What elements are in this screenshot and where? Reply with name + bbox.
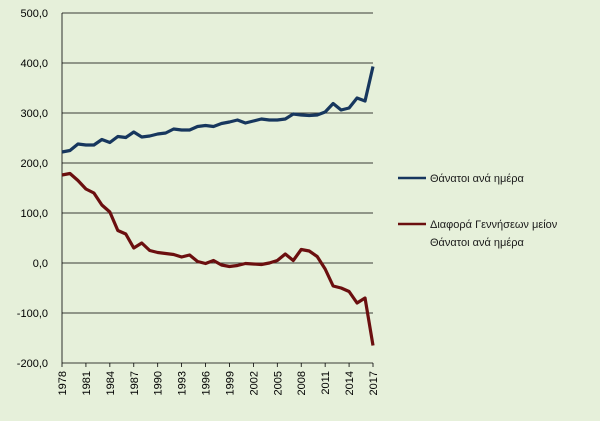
y-axis: 500,0 400,0 300,0 200,0 100,0 0,0 -100,0 -200,0 [17,8,48,370]
legend-label: Θάνατοι ανά ημέρα [430,173,524,185]
x-tick-label: 1990 [153,371,165,395]
y-tick-label: -200,0 [17,358,48,370]
x-tick-label: 2011 [320,371,332,395]
x-tick-label: 2005 [272,371,284,395]
x-tick-label: 2002 [248,371,260,395]
legend: Θάνατοι ανά ημέρα Διαφορά Γεννήσεων μείον… [398,173,558,249]
x-tick-label: 1996 [201,371,213,395]
y-tick-label: 300,0 [20,108,48,120]
x-tick-label: 2014 [344,371,356,395]
y-tick-label: 0,0 [33,258,48,270]
y-tick-label: 200,0 [20,158,48,170]
x-tick-label: 1993 [177,371,189,395]
series-line-0 [61,66,375,154]
x-tick-label: 1999 [224,371,236,395]
series-line-1 [61,171,375,346]
x-tick-label: 1984 [105,371,117,395]
grid-lines [62,12,373,364]
x-tick-label: 1978 [57,371,69,395]
series-lines [61,66,375,346]
y-tick-label: 500,0 [20,8,48,20]
x-tick-label: 2008 [296,371,308,395]
y-tick-label: -100,0 [17,308,48,320]
y-tick-label: 100,0 [20,208,48,220]
y-tick-label: 400,0 [20,58,48,70]
legend-label: Θάνατοι ανά ημέρα [430,237,524,249]
x-tick-label: 1981 [81,371,93,395]
x-tick-label: 1987 [129,371,141,395]
x-axis: 1978 1981 1984 1987 1990 1993 1996 1999 2002 2005… [57,13,380,395]
x-tick-label: 2017 [368,371,380,395]
legend-label: Διαφορά Γεννήσεων μείον [430,219,558,231]
